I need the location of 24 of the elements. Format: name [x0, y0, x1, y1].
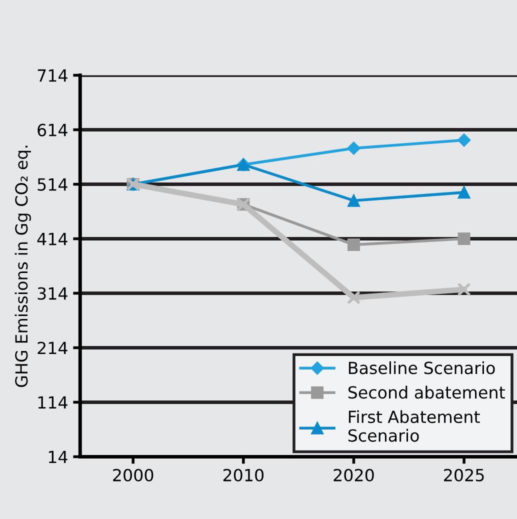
y-tick-label: 514: [38, 178, 68, 191]
y-tick-label: 614: [38, 124, 68, 136]
x-tick-label: 2010: [223, 468, 264, 482]
x-tick-label: 2025: [444, 468, 484, 482]
point: [346, 290, 361, 305]
point: [457, 282, 471, 296]
y-tick-label: 214: [38, 342, 68, 354]
y-tick-label: 114: [38, 396, 68, 409]
y-tick-label: 714: [38, 69, 68, 82]
point: [458, 232, 470, 245]
point: [347, 194, 360, 207]
x-tick-label: 2020: [334, 468, 374, 482]
point: [458, 186, 470, 199]
y-tick-label: 414: [37, 232, 68, 246]
y-tick-label: 14: [48, 450, 68, 464]
point: [347, 142, 360, 155]
legend-label: Baseline Scenario: [348, 361, 495, 374]
y-tick-label: 314: [38, 287, 68, 300]
point: [347, 238, 360, 251]
x-tick-label: 2000: [113, 468, 154, 482]
legend-label: Second abatement: [348, 386, 505, 399]
legend-label: First Abatement Scenario: [348, 410, 480, 442]
point: [457, 134, 471, 147]
y-axis-title: GHG Emissions in Gg CO₂ eq.: [14, 146, 31, 388]
